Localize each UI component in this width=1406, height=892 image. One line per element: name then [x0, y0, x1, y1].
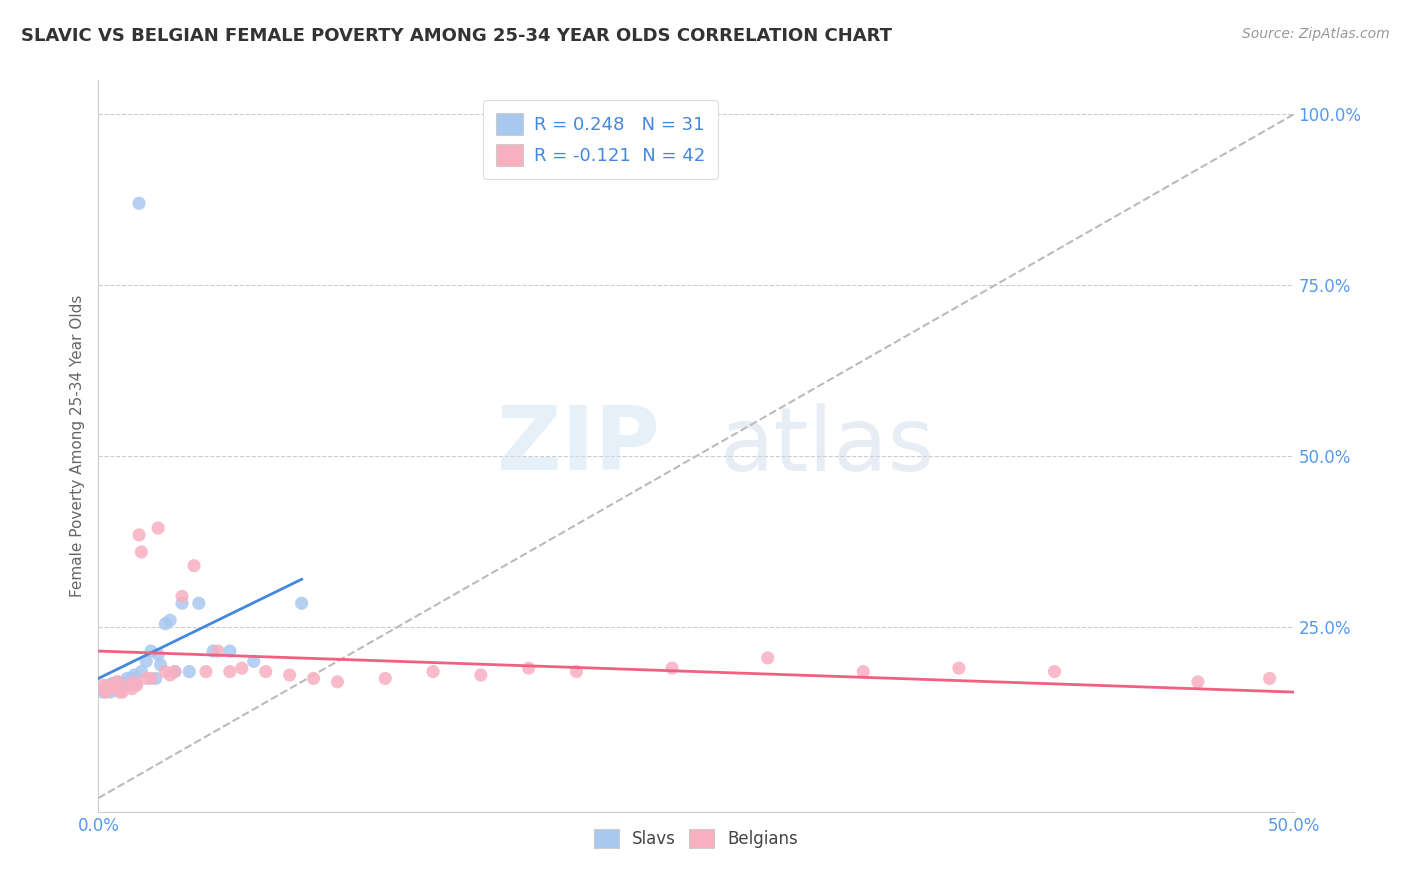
- Point: [219, 644, 242, 658]
- Point: [131, 665, 153, 679]
- Text: SLAVIC VS BELGIAN FEMALE POVERTY AMONG 25-34 YEAR OLDS CORRELATION CHART: SLAVIC VS BELGIAN FEMALE POVERTY AMONG 2…: [21, 27, 891, 45]
- Point: [104, 681, 127, 696]
- Point: [852, 665, 875, 679]
- Point: [231, 661, 253, 675]
- Point: [124, 674, 146, 689]
- Point: [422, 665, 444, 679]
- Point: [104, 681, 127, 695]
- Text: atlas: atlas: [720, 402, 935, 490]
- Point: [121, 672, 143, 686]
- Point: [948, 661, 970, 675]
- Point: [124, 668, 146, 682]
- Point: [98, 678, 122, 692]
- Point: [172, 590, 194, 604]
- Point: [145, 672, 167, 686]
- Point: [118, 678, 141, 692]
- Point: [139, 644, 162, 658]
- Point: [149, 657, 172, 672]
- Point: [115, 678, 138, 692]
- Point: [125, 676, 148, 690]
- Point: [187, 596, 209, 610]
- Point: [470, 668, 492, 682]
- Point: [121, 681, 143, 696]
- Point: [111, 685, 134, 699]
- Point: [374, 672, 396, 686]
- Point: [108, 678, 131, 692]
- Point: [302, 672, 325, 686]
- Point: [148, 521, 170, 535]
- Point: [115, 672, 138, 686]
- Point: [179, 665, 201, 679]
- Point: [1258, 672, 1281, 686]
- Point: [125, 678, 148, 692]
- Point: [163, 665, 186, 679]
- Point: [97, 678, 120, 692]
- Point: [183, 558, 205, 573]
- Point: [107, 674, 129, 689]
- Point: [326, 674, 349, 689]
- Point: [278, 668, 301, 682]
- Point: [172, 596, 194, 610]
- Point: [565, 665, 588, 679]
- Point: [517, 661, 540, 675]
- Y-axis label: Female Poverty Among 25-34 Year Olds: Female Poverty Among 25-34 Year Olds: [69, 295, 84, 597]
- Point: [202, 644, 225, 658]
- Point: [159, 668, 181, 682]
- Text: Source: ZipAtlas.com: Source: ZipAtlas.com: [1241, 27, 1389, 41]
- Point: [128, 196, 150, 211]
- Legend: Slavs, Belgians: Slavs, Belgians: [586, 822, 806, 855]
- Point: [131, 545, 153, 559]
- Point: [108, 685, 131, 699]
- Point: [243, 654, 266, 668]
- Point: [207, 644, 229, 658]
- Point: [756, 651, 779, 665]
- Point: [159, 613, 181, 627]
- Point: [219, 665, 242, 679]
- Point: [155, 616, 177, 631]
- Point: [94, 685, 117, 699]
- Point: [91, 678, 114, 692]
- Point: [661, 661, 683, 675]
- Point: [97, 681, 120, 696]
- Point: [101, 676, 124, 690]
- Point: [135, 654, 157, 668]
- Point: [291, 596, 314, 610]
- Point: [91, 685, 114, 699]
- Point: [135, 672, 157, 686]
- Point: [1043, 665, 1066, 679]
- Point: [163, 665, 186, 679]
- Point: [195, 665, 218, 679]
- Point: [148, 648, 170, 662]
- Point: [94, 681, 117, 696]
- Point: [254, 665, 277, 679]
- Point: [139, 672, 162, 686]
- Point: [98, 685, 122, 699]
- Point: [107, 674, 129, 689]
- Text: ZIP: ZIP: [498, 402, 661, 490]
- Point: [155, 665, 177, 679]
- Point: [128, 528, 150, 542]
- Point: [111, 676, 134, 690]
- Point: [1187, 674, 1209, 689]
